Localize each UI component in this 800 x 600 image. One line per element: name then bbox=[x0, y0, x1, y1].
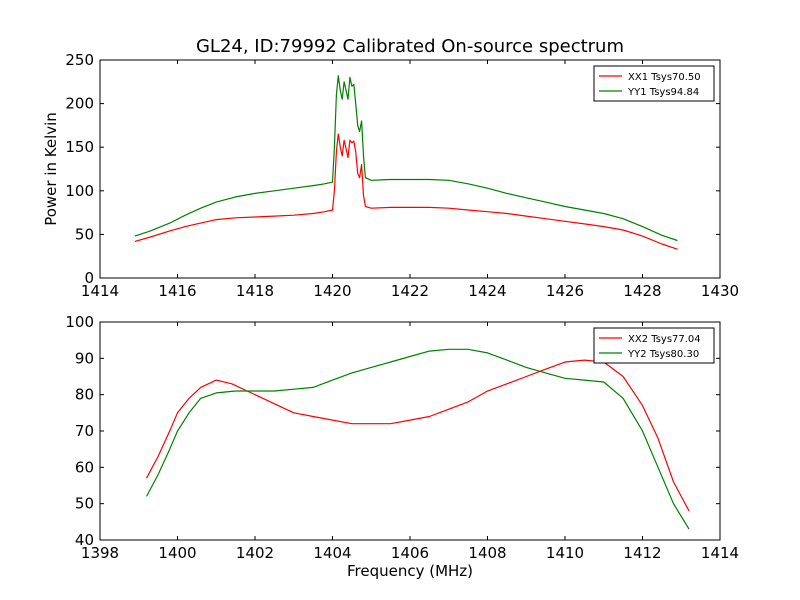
x-tick-label: 1420 bbox=[313, 282, 351, 300]
x-tick-label: 1406 bbox=[391, 544, 429, 562]
x-tick-label: 1414 bbox=[81, 282, 119, 300]
y-tick-label: 100 bbox=[65, 182, 94, 200]
y-tick-label: 80 bbox=[75, 386, 94, 404]
x-axis-label: Frequency (MHz) bbox=[347, 562, 473, 580]
x-tick-label: 1414 bbox=[701, 544, 739, 562]
x-tick-label: 1400 bbox=[158, 544, 196, 562]
series-line-xx bbox=[134, 133, 678, 250]
top-panel: 1414 1416 1418 1420 1422 1424 1426 1428 1430 0 50 1… bbox=[42, 51, 739, 300]
x-tick-label: 1424 bbox=[468, 282, 506, 300]
x-tick-label: 1426 bbox=[546, 282, 584, 300]
legend-label: XX1 Tsys70.50 bbox=[628, 72, 701, 83]
x-tick-label: 1428 bbox=[623, 282, 661, 300]
x-tick-label: 1404 bbox=[313, 544, 351, 562]
legend-label: XX2 Tsys77.04 bbox=[628, 334, 701, 345]
x-tick-label: 1422 bbox=[391, 282, 429, 300]
x-tick-label: 1398 bbox=[81, 544, 119, 562]
bottom-panel: 1398 1400 1402 1404 1406 1408 1410 1412 1414 40 50… bbox=[65, 313, 739, 580]
series-line-yy bbox=[134, 75, 678, 242]
y-tick-label: 50 bbox=[75, 225, 94, 243]
y-tick-label: 50 bbox=[75, 495, 94, 513]
y-tick-label: 100 bbox=[65, 313, 94, 331]
x-tick-label: 1412 bbox=[623, 544, 661, 562]
y-tick-label: 200 bbox=[65, 95, 94, 113]
x-tick-label: 1418 bbox=[236, 282, 274, 300]
x-tick-label: 1430 bbox=[701, 282, 739, 300]
chart-title: GL24, ID:79992 Calibrated On-source spec… bbox=[196, 36, 624, 57]
legend-box bbox=[593, 327, 715, 364]
x-tick-label: 1416 bbox=[158, 282, 196, 300]
legend-label: YY1 Tsys94.84 bbox=[627, 87, 699, 98]
y-tick-label: 250 bbox=[65, 51, 94, 69]
series-line-yy bbox=[145, 348, 690, 530]
y-tick-label: 40 bbox=[75, 531, 94, 549]
legend-box bbox=[593, 65, 715, 102]
y-axis-label: Power in Kelvin bbox=[42, 112, 60, 226]
x-tick-label: 1408 bbox=[468, 544, 506, 562]
y-tick-label: 70 bbox=[75, 422, 94, 440]
x-tick-label: 1402 bbox=[236, 544, 274, 562]
y-tick-label: 60 bbox=[75, 458, 94, 476]
y-tick-label: 0 bbox=[84, 269, 94, 287]
x-tick-label: 1410 bbox=[546, 544, 584, 562]
legend-label: YY2 Tsys80.30 bbox=[627, 349, 699, 360]
y-tick-label: 150 bbox=[65, 138, 94, 156]
y-tick-label: 90 bbox=[75, 349, 94, 367]
